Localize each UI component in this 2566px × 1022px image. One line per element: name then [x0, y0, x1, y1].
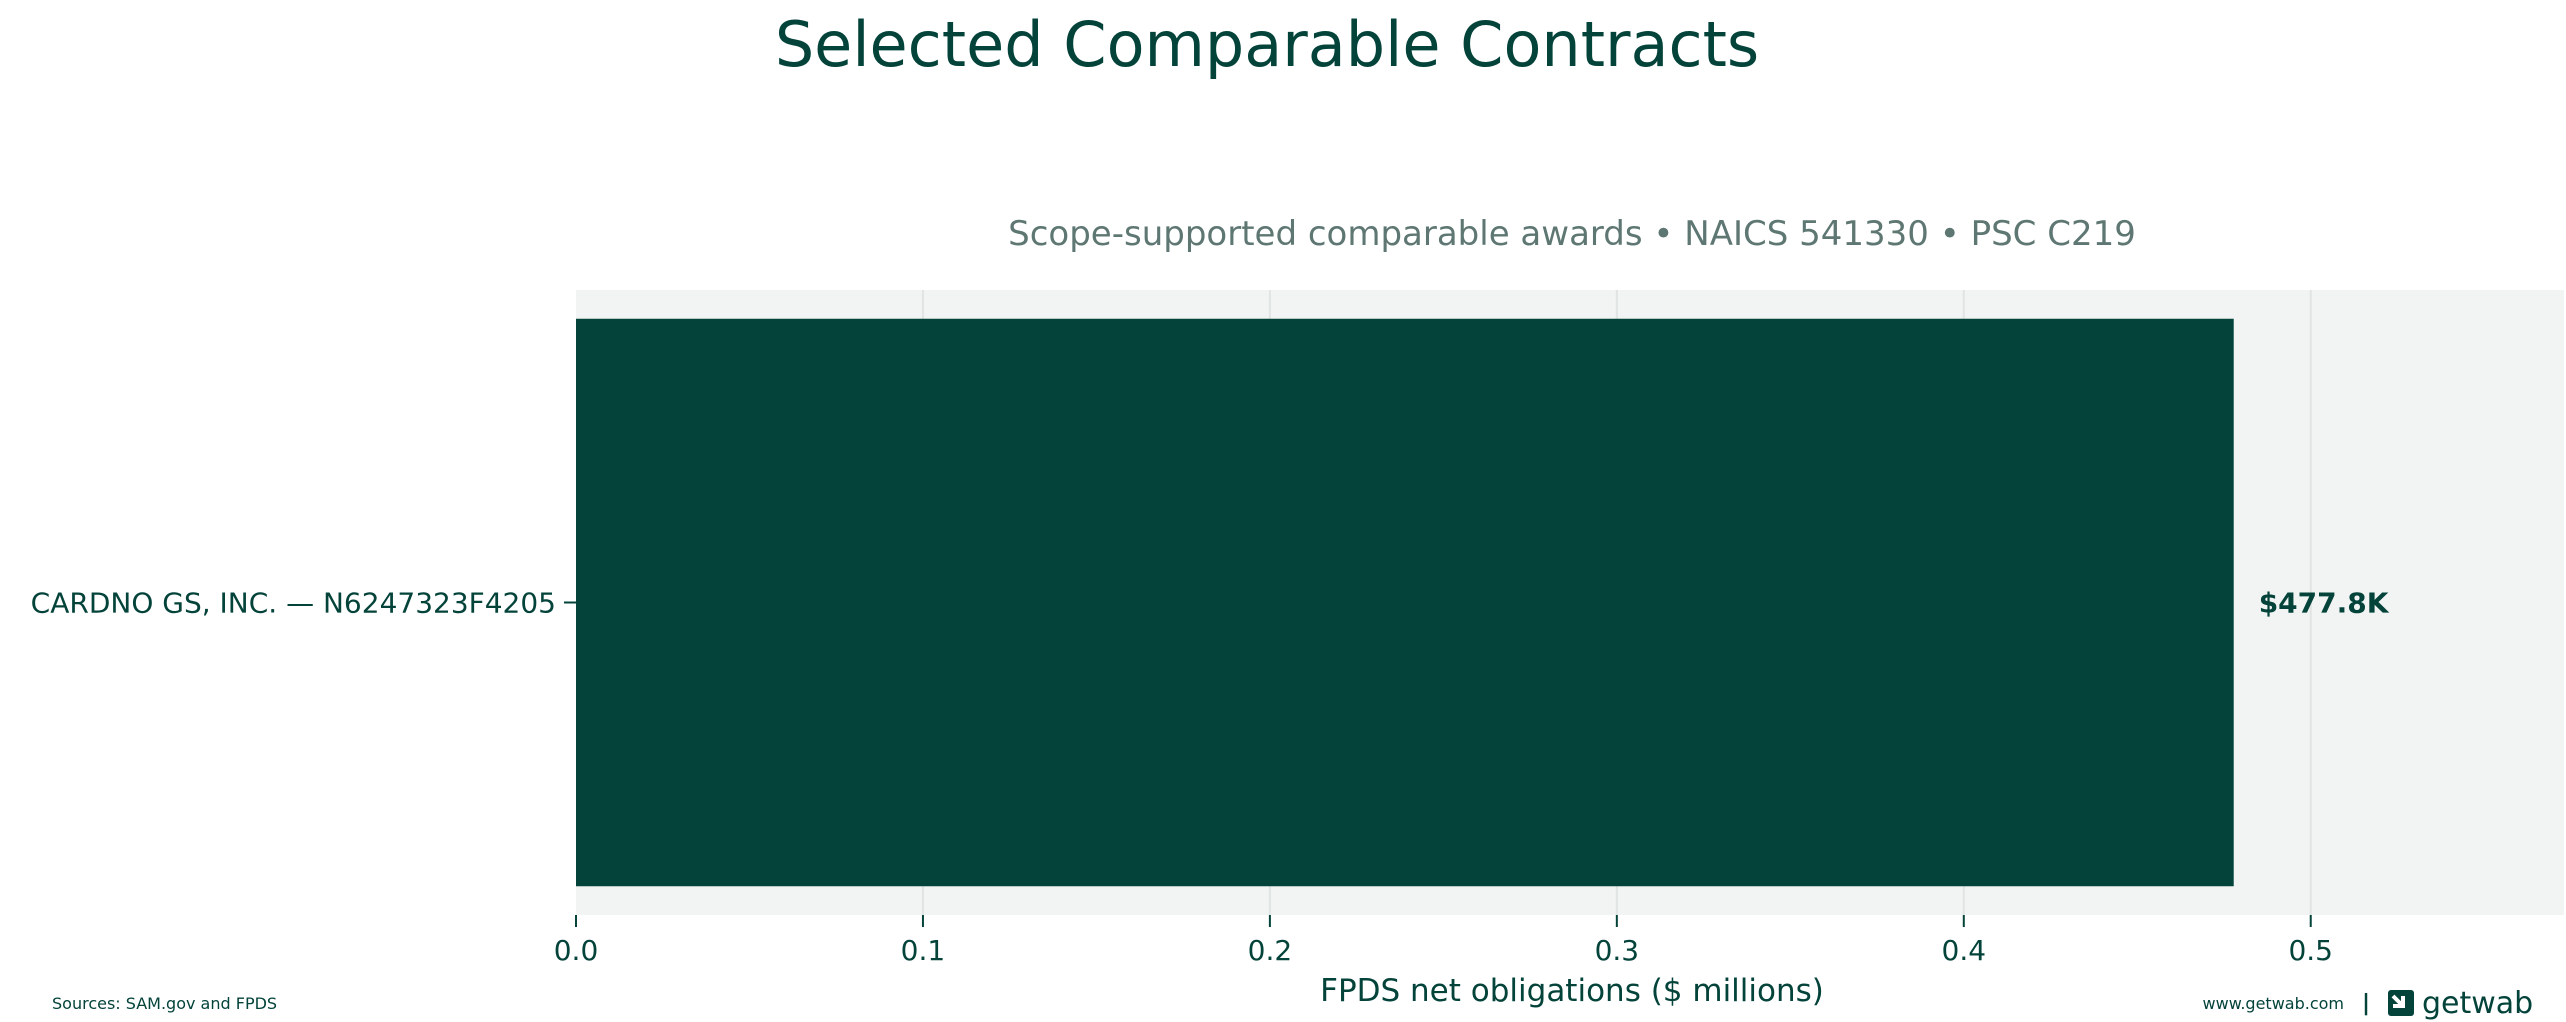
sources-note: Sources: SAM.gov and FPDS	[52, 994, 277, 1013]
bar-value-label: $477.8K	[2259, 587, 2390, 620]
chart-subtitle: Scope-supported comparable awards • NAIC…	[1008, 214, 2136, 254]
y-category-label: CARDNO GS, INC. — N6247323F4205	[31, 587, 556, 620]
y-axis: CARDNO GS, INC. — N6247323F4205	[31, 587, 576, 620]
x-tick-label: 0.2	[1248, 934, 1293, 967]
footer-separator: |	[2362, 991, 2370, 1016]
x-tick-label: 0.3	[1595, 934, 1640, 967]
x-tick-label: 0.5	[2288, 934, 2333, 967]
bar	[576, 318, 2234, 887]
x-tick-label: 0.4	[1942, 934, 1987, 967]
x-tick-label: 0.0	[554, 934, 599, 967]
bars: $477.8K	[576, 318, 2390, 887]
x-tick-label: 0.1	[901, 934, 946, 967]
getwab-logo-text: getwab	[2422, 986, 2533, 1021]
website-link[interactable]: www.getwab.com	[2203, 994, 2344, 1013]
chart-title: Selected Comparable Contracts	[775, 8, 1759, 81]
getwab-logo-icon	[2388, 990, 2414, 1016]
x-axis-label: FPDS net obligations ($ millions)	[1320, 973, 1824, 1009]
x-axis: 0.0 0.1 0.2 0.3 0.4 0.5	[554, 915, 2333, 967]
